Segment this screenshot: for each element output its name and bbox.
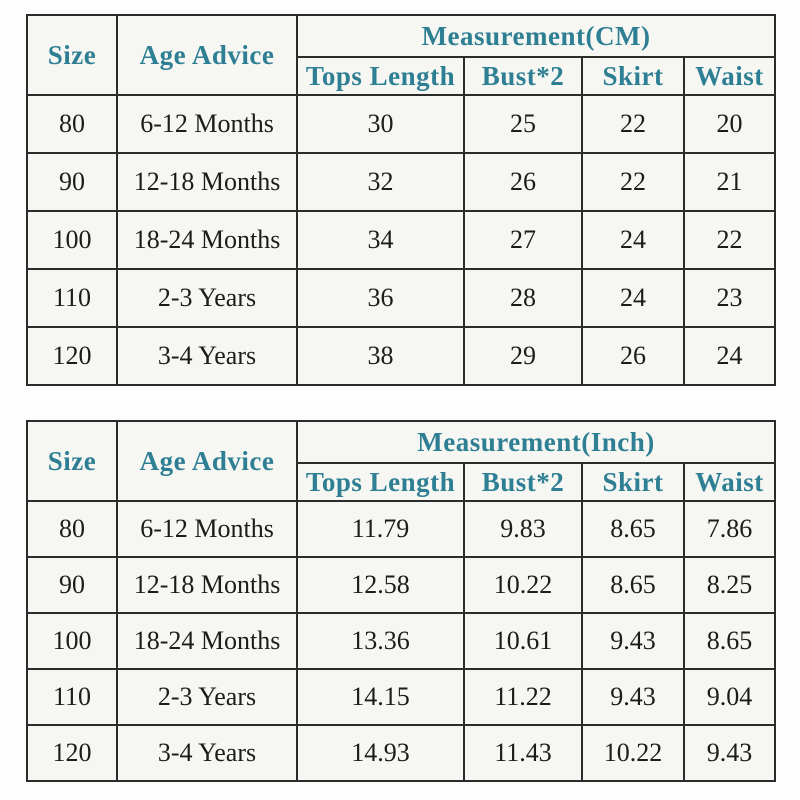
size-cell: 120 xyxy=(26,326,118,386)
skirt-cell: 22 xyxy=(581,152,685,212)
measurement-inch-header: Measurement(Inch) xyxy=(295,420,777,464)
size-column-header: Size xyxy=(26,420,118,502)
bust-column-header: Bust*2 xyxy=(463,462,583,502)
age-advice-cell: 12-18 Months xyxy=(116,556,298,614)
tops-length-cell: 30 xyxy=(296,94,465,154)
size-cell: 80 xyxy=(26,500,118,558)
skirt-cell: 10.22 xyxy=(581,724,685,782)
table-row: 110 2-3 Years 14.15 11.22 9.43 9.04 xyxy=(26,668,777,726)
age-advice-cell: 18-24 Months xyxy=(116,210,298,270)
tops-length-cell: 13.36 xyxy=(296,612,465,670)
age-advice-column-header: Age Advice xyxy=(116,14,298,96)
table-row: 120 3-4 Years 38 29 26 24 xyxy=(26,326,777,386)
tops-length-cell: 14.15 xyxy=(296,668,465,726)
waist-cell: 8.65 xyxy=(682,612,777,670)
tops-length-cell: 12.58 xyxy=(296,556,465,614)
size-cell: 120 xyxy=(26,724,118,782)
tops-length-cell: 11.79 xyxy=(296,500,465,558)
size-cell: 110 xyxy=(26,668,118,726)
bust-cell: 11.22 xyxy=(463,668,583,726)
tops-length-cell: 14.93 xyxy=(296,724,465,782)
waist-cell: 9.43 xyxy=(682,724,777,782)
skirt-cell: 8.65 xyxy=(581,556,685,614)
waist-cell: 21 xyxy=(682,152,777,212)
skirt-cell: 8.65 xyxy=(581,500,685,558)
size-cell: 90 xyxy=(26,152,118,212)
bust-column-header: Bust*2 xyxy=(463,56,583,96)
table-row: 80 6-12 Months 11.79 9.83 8.65 7.86 xyxy=(26,500,777,558)
table-body-cm: 80 6-12 Months 30 25 22 20 90 12-18 Months 32 26 2… xyxy=(26,94,777,386)
table-row: 120 3-4 Years 14.93 11.43 10.22 9.43 xyxy=(26,724,777,782)
bust-cell: 11.43 xyxy=(463,724,583,782)
age-advice-cell: 3-4 Years xyxy=(116,326,298,386)
age-advice-cell: 3-4 Years xyxy=(116,724,298,782)
age-advice-cell: 6-12 Months xyxy=(116,500,298,558)
age-advice-cell: 18-24 Months xyxy=(116,612,298,670)
size-chart-table-cm: Size Age Advice Measurement(CM) Tops Len… xyxy=(26,14,777,386)
waist-cell: 22 xyxy=(682,210,777,270)
measurement-cm-header: Measurement(CM) xyxy=(295,14,777,58)
table-row: 90 12-18 Months 32 26 22 21 xyxy=(26,152,777,212)
size-cell: 110 xyxy=(26,268,118,328)
waist-cell: 20 xyxy=(682,94,777,154)
bust-cell: 9.83 xyxy=(463,500,583,558)
age-advice-cell: 12-18 Months xyxy=(116,152,298,212)
table-row: 100 18-24 Months 13.36 10.61 9.43 8.65 xyxy=(26,612,777,670)
skirt-column-header: Skirt xyxy=(581,56,685,96)
size-cell: 100 xyxy=(26,210,118,270)
skirt-cell: 22 xyxy=(581,94,685,154)
tops-length-cell: 34 xyxy=(296,210,465,270)
header-row-measurement: Size Age Advice Measurement(CM) xyxy=(26,14,777,96)
table-row: 110 2-3 Years 36 28 24 23 xyxy=(26,268,777,328)
tops-length-cell: 32 xyxy=(296,152,465,212)
table-body-inch: 80 6-12 Months 11.79 9.83 8.65 7.86 90 12-18 Mo… xyxy=(26,500,777,782)
waist-cell: 24 xyxy=(682,326,777,386)
table-row: 80 6-12 Months 30 25 22 20 xyxy=(26,94,777,154)
age-advice-cell: 2-3 Years xyxy=(116,268,298,328)
tops-length-column-header: Tops Length xyxy=(296,462,465,502)
age-advice-cell: 2-3 Years xyxy=(116,668,298,726)
bust-cell: 26 xyxy=(463,152,583,212)
tops-length-cell: 38 xyxy=(296,326,465,386)
header-row-measurement: Size Age Advice Measurement(Inch) xyxy=(26,420,777,502)
waist-column-header: Waist xyxy=(682,462,777,502)
tops-length-column-header: Tops Length xyxy=(296,56,465,96)
skirt-cell: 9.43 xyxy=(581,612,685,670)
age-advice-column-header: Age Advice xyxy=(116,420,298,502)
skirt-column-header: Skirt xyxy=(581,462,685,502)
bust-cell: 28 xyxy=(463,268,583,328)
table-row: 100 18-24 Months 34 27 24 22 xyxy=(26,210,777,270)
bust-cell: 10.61 xyxy=(463,612,583,670)
table-row: 90 12-18 Months 12.58 10.22 8.65 8.25 xyxy=(26,556,777,614)
size-chart-table-inch: Size Age Advice Measurement(Inch) Tops L… xyxy=(26,420,777,782)
skirt-cell: 26 xyxy=(581,326,685,386)
tops-length-cell: 36 xyxy=(296,268,465,328)
bust-cell: 27 xyxy=(463,210,583,270)
size-cell: 80 xyxy=(26,94,118,154)
waist-column-header: Waist xyxy=(682,56,777,96)
skirt-cell: 9.43 xyxy=(581,668,685,726)
header-row-columns: Tops Length Bust*2 Skirt Waist xyxy=(27,56,777,96)
bust-cell: 29 xyxy=(463,326,583,386)
bust-cell: 10.22 xyxy=(463,556,583,614)
size-cell: 100 xyxy=(26,612,118,670)
header-row-columns: Tops Length Bust*2 Skirt Waist xyxy=(27,462,777,502)
waist-cell: 23 xyxy=(682,268,777,328)
waist-cell: 7.86 xyxy=(682,500,777,558)
size-column-header: Size xyxy=(26,14,118,96)
waist-cell: 8.25 xyxy=(682,556,777,614)
skirt-cell: 24 xyxy=(581,268,685,328)
age-advice-cell: 6-12 Months xyxy=(116,94,298,154)
bust-cell: 25 xyxy=(463,94,583,154)
size-cell: 90 xyxy=(26,556,118,614)
waist-cell: 9.04 xyxy=(682,668,777,726)
skirt-cell: 24 xyxy=(581,210,685,270)
